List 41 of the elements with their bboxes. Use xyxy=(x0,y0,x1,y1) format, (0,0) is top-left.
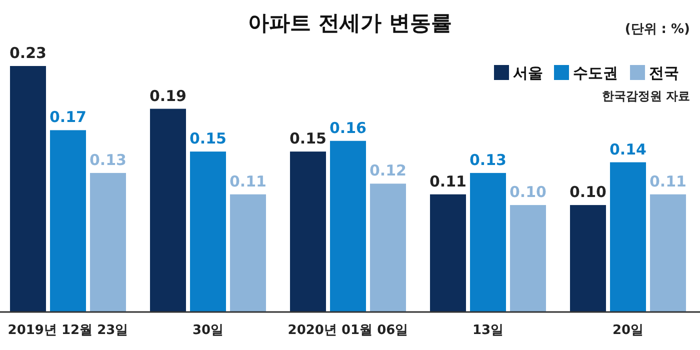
bar xyxy=(650,194,686,312)
bar xyxy=(610,162,646,312)
legend-label: 전국 xyxy=(649,64,679,82)
data-label: 0.17 xyxy=(49,108,87,126)
data-label: 0.12 xyxy=(369,162,407,180)
data-label: 0.10 xyxy=(509,183,547,202)
data-label: 0.23 xyxy=(9,44,47,62)
data-label: 0.15 xyxy=(189,130,227,148)
legend-label: 서울 xyxy=(513,64,543,82)
x-tick-label: 20일 xyxy=(612,323,644,338)
bar xyxy=(230,194,266,312)
annotation: 한국감정원 자료 xyxy=(602,89,690,103)
data-label: 0.14 xyxy=(609,140,647,158)
data-label: 0.13 xyxy=(469,150,507,169)
bar xyxy=(190,152,226,312)
data-label: 0.11 xyxy=(649,172,687,190)
bar xyxy=(370,184,406,312)
bar xyxy=(150,108,186,312)
bar xyxy=(510,205,546,312)
bar xyxy=(50,130,86,312)
data-label: 0.15 xyxy=(289,130,327,148)
bar xyxy=(290,152,326,312)
bar xyxy=(10,66,46,312)
x-tick-label: 2020년 01월 06일 xyxy=(288,323,408,338)
data-label: 0.10 xyxy=(569,183,607,202)
bar xyxy=(430,194,466,312)
data-label: 0.13 xyxy=(89,150,127,169)
data-label: 0.11 xyxy=(429,172,467,190)
data-label: 0.19 xyxy=(149,86,187,105)
chart-title: 아파트 전세가 변동률 xyxy=(248,11,452,35)
bar xyxy=(330,140,366,312)
bar xyxy=(470,172,506,312)
bar xyxy=(570,205,606,312)
data-label: 0.11 xyxy=(229,172,267,190)
x-tick-label: 30일 xyxy=(192,323,224,338)
legend-label: 수도권 xyxy=(573,64,618,82)
x-tick-label: 13일 xyxy=(472,323,504,338)
data-label: 0.16 xyxy=(329,118,367,137)
x-tick-label: 2019년 12월 23일 xyxy=(8,323,128,338)
bar xyxy=(90,172,126,312)
text: (단위 : %) xyxy=(624,22,690,37)
